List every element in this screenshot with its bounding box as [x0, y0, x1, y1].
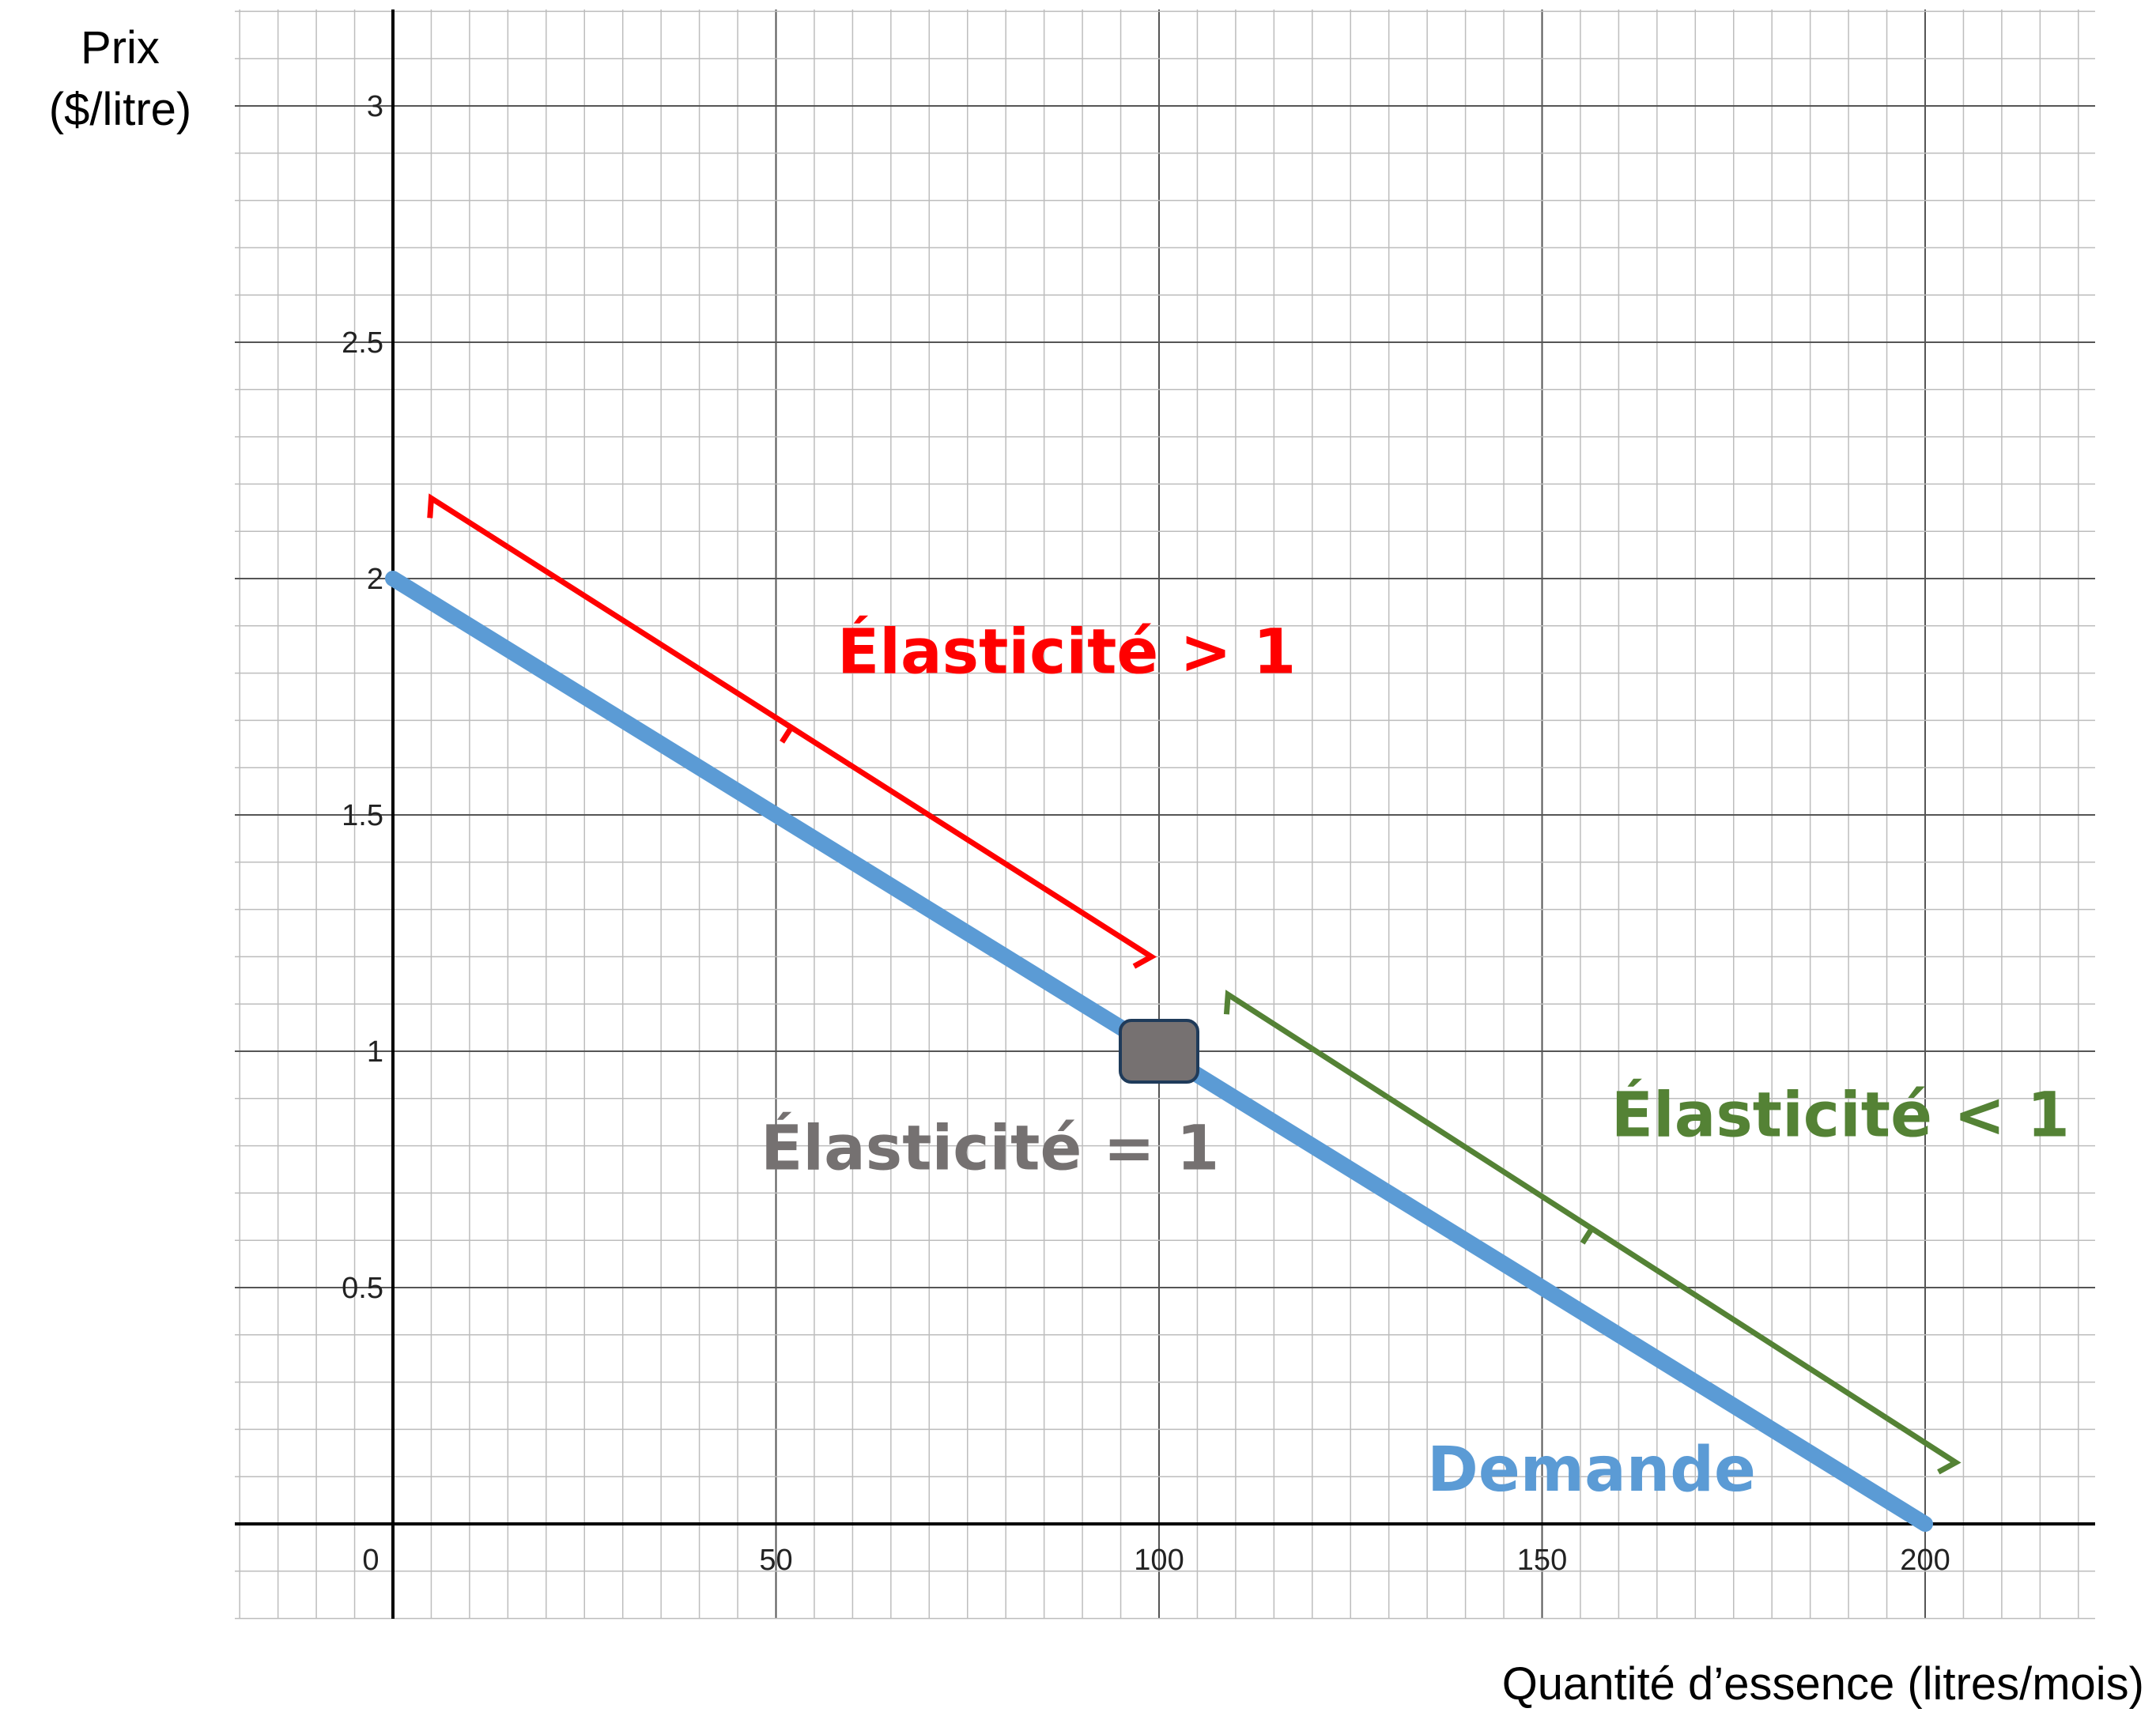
x-tick-label: 100	[1134, 1544, 1184, 1577]
x-tick-label: 50	[759, 1544, 792, 1577]
unit-elastic-annotation: Élasticité = 1	[761, 1112, 1219, 1185]
x-tick-label: 0	[362, 1544, 379, 1577]
elastic-brace	[427, 493, 1157, 969]
inelastic-brace	[1223, 990, 1962, 1475]
y-tick-label: 3	[367, 90, 383, 123]
y-tick-label: 2.5	[342, 326, 383, 360]
inelastic-annotation: Élasticité < 1	[1611, 1079, 2070, 1152]
grid	[235, 9, 2095, 1620]
x-axis-label: Quantité d’essence (litres/mois)	[1502, 1658, 2144, 1710]
y-tick-label: 1.5	[342, 799, 383, 832]
tick-labels: 0 50 100 150 200 0.5 1 1.5 2 2.5 3	[342, 90, 1950, 1577]
annotations: Élasticité > 1 Élasticité = 1 Élasticité <…	[761, 616, 2070, 1507]
y-axis-label-line1: Prix	[81, 22, 160, 74]
x-tick-label: 200	[1900, 1544, 1950, 1577]
y-tick-label: 2	[367, 563, 383, 596]
demand-label: Demande	[1427, 1435, 1756, 1506]
axes	[235, 9, 2095, 1619]
y-tick-label: 0.5	[342, 1272, 383, 1305]
braces	[427, 493, 1962, 1475]
unit-elastic-marker	[1119, 1019, 1199, 1084]
y-tick-label: 1	[367, 1035, 383, 1069]
unit-elastic-marker-group	[1119, 1019, 1199, 1084]
y-axis-label-line2: ($/litre)	[49, 84, 191, 135]
x-tick-label: 150	[1517, 1544, 1567, 1577]
elastic-annotation: Élasticité > 1	[837, 616, 1296, 688]
